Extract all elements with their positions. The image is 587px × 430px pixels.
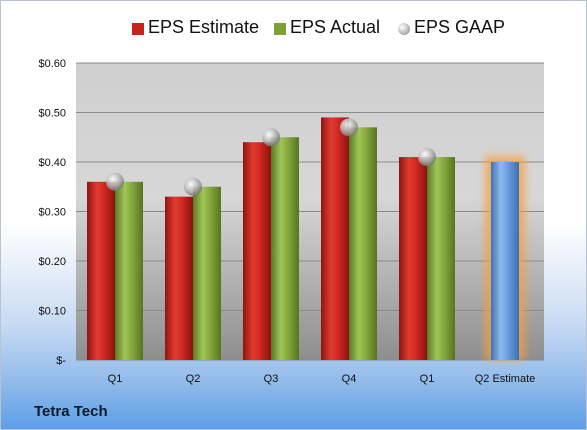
chart-legend: EPS Estimate EPS Actual EPS GAAP [1,17,586,43]
x-tick-label: Q1 [108,373,123,385]
eps-estimate-bar [165,196,193,360]
y-tick-label: $0.20 [38,256,66,268]
y-tick-label: $0.50 [38,108,66,120]
y-tick-label: $0.10 [38,306,66,318]
eps-gaap-marker [418,148,436,167]
eps-estimate-highlight-bar [491,162,519,360]
legend-swatch [398,23,410,35]
y-tick-label: $0.40 [38,157,66,169]
eps-gaap-marker [184,177,202,196]
eps-actual-bar [349,127,377,360]
eps-actual-bar [193,186,221,360]
x-tick-label: Q3 [264,373,279,385]
eps-gaap-marker [262,128,280,147]
eps-gaap-marker [340,118,358,137]
eps-gaap-marker [106,172,124,191]
eps-estimate-bar [87,181,115,360]
y-tick-label: $0.30 [38,207,66,219]
y-tick-label: $- [56,355,66,367]
eps-actual-bar [427,157,455,360]
x-tick-label: Q2 Estimate [475,373,536,385]
x-tick-label: Q4 [342,373,357,385]
company-label: Tetra Tech [34,403,108,420]
legend-swatch [132,23,144,35]
eps-estimate-bar [321,117,349,360]
legend-label: EPS Estimate [148,17,260,37]
x-tick-label: Q1 [420,373,435,385]
eps-estimate-bar [399,157,427,360]
eps-actual-bar [271,137,299,360]
x-tick-label: Q2 [186,373,201,385]
legend-label: EPS GAAP [414,17,506,37]
eps-estimate-bar [243,142,271,360]
eps-actual-bar [115,181,143,360]
legend-swatch [274,23,286,35]
y-tick-label: $0.60 [38,58,66,70]
legend-label: EPS Actual [290,17,381,37]
